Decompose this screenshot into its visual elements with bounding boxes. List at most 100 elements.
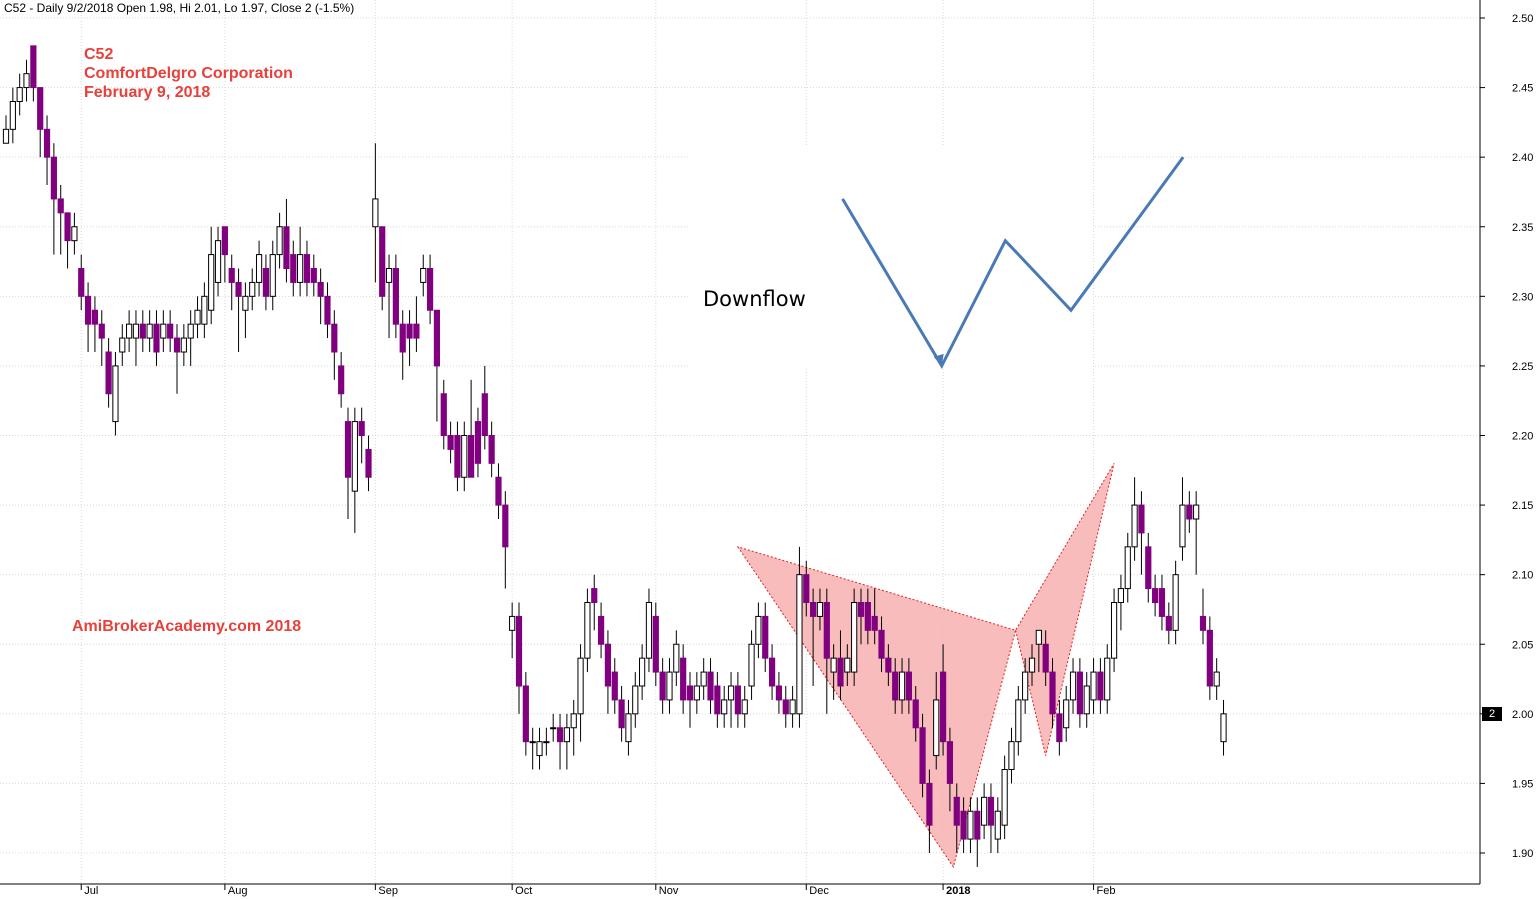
candle-body (84, 295, 92, 325)
candle-body (748, 643, 755, 687)
candle (967, 797, 974, 853)
candle (577, 644, 584, 742)
candle-body (803, 574, 810, 604)
candle (912, 686, 919, 742)
candle (303, 240, 311, 297)
candle-body (43, 128, 51, 158)
candle (447, 421, 454, 464)
candle-body (639, 657, 646, 687)
candle-body (262, 268, 270, 297)
candle-body (577, 657, 584, 715)
candle-body (1117, 588, 1125, 603)
candle (1145, 532, 1152, 603)
date-title: February 9, 2018 (84, 84, 211, 101)
candle (119, 324, 126, 366)
candle-body (331, 323, 338, 353)
candle-body (303, 254, 311, 283)
candle (433, 309, 441, 422)
candle (823, 588, 830, 714)
candle (632, 672, 639, 728)
candle-body (413, 323, 420, 339)
candle-body (338, 365, 345, 395)
candle-body (78, 268, 85, 297)
candle (1158, 574, 1166, 631)
candle (242, 282, 249, 339)
candle-body (926, 782, 933, 826)
candle-body (693, 685, 700, 701)
candle-body (420, 268, 427, 283)
candle-body (625, 713, 632, 743)
candle (208, 226, 215, 325)
y-tick-label: 2.50 (1512, 13, 1533, 25)
candle-body (502, 504, 509, 548)
candle (91, 296, 99, 352)
downflow-label: Downflow (703, 287, 806, 311)
candle-body (1035, 629, 1042, 645)
candle-body (1138, 504, 1145, 534)
y-tick-label: 2.10 (1512, 570, 1533, 582)
candle-body (1097, 671, 1104, 701)
watermark: AmiBrokerAcademy.com 2018 (72, 618, 302, 635)
candle-body (1028, 657, 1036, 673)
candle-body (994, 810, 1001, 840)
candle (714, 672, 721, 728)
candle (1152, 574, 1159, 617)
candle (1097, 658, 1104, 714)
candle (844, 644, 851, 686)
candle (666, 658, 673, 714)
candle (468, 379, 475, 478)
candle (1138, 491, 1145, 575)
candle (201, 282, 208, 339)
y-tick-label: 2.35 (1512, 222, 1533, 234)
candle (16, 73, 23, 116)
candle (810, 588, 817, 686)
candle-body (1152, 588, 1159, 603)
candle-body (1124, 546, 1131, 590)
candle-body (1206, 629, 1213, 687)
candle (775, 672, 783, 714)
candle (105, 338, 112, 408)
candle-body (255, 254, 263, 283)
candle (1069, 658, 1077, 714)
candle-body (57, 198, 64, 214)
candle-body (775, 685, 783, 701)
candle (9, 87, 16, 144)
candle-body (1022, 671, 1029, 701)
candle-body (584, 602, 591, 659)
candle-body (481, 393, 488, 436)
candle-body (1213, 671, 1220, 687)
candle-body (146, 323, 153, 339)
candle (57, 185, 64, 255)
w-arrow-head (933, 353, 944, 366)
candle (43, 115, 51, 185)
candle-body (762, 615, 769, 659)
candle-body (522, 685, 529, 743)
x-tick-label: Dec (809, 885, 829, 897)
candle-body (768, 657, 776, 687)
candle-body (556, 727, 564, 743)
candle-body (208, 254, 215, 311)
y-tick-label: 2.30 (1512, 291, 1533, 303)
candle (926, 769, 933, 853)
candle-body (440, 393, 447, 436)
candle (221, 226, 228, 283)
candle (1193, 491, 1200, 575)
candle (919, 713, 926, 798)
candle (112, 352, 119, 436)
candle-body (707, 671, 714, 701)
candle-body (536, 741, 543, 757)
candle-body (1199, 615, 1207, 631)
candle-body (214, 240, 222, 283)
candle (570, 699, 577, 756)
candle (399, 310, 406, 380)
candle (755, 602, 762, 659)
candle (659, 658, 666, 714)
candle (379, 226, 386, 311)
candle-body (864, 602, 871, 631)
candle-body (960, 810, 967, 840)
candle-body (132, 323, 140, 339)
y-tick-label: 1.90 (1512, 848, 1533, 860)
candle-body (358, 421, 365, 437)
candle-body (385, 268, 393, 283)
